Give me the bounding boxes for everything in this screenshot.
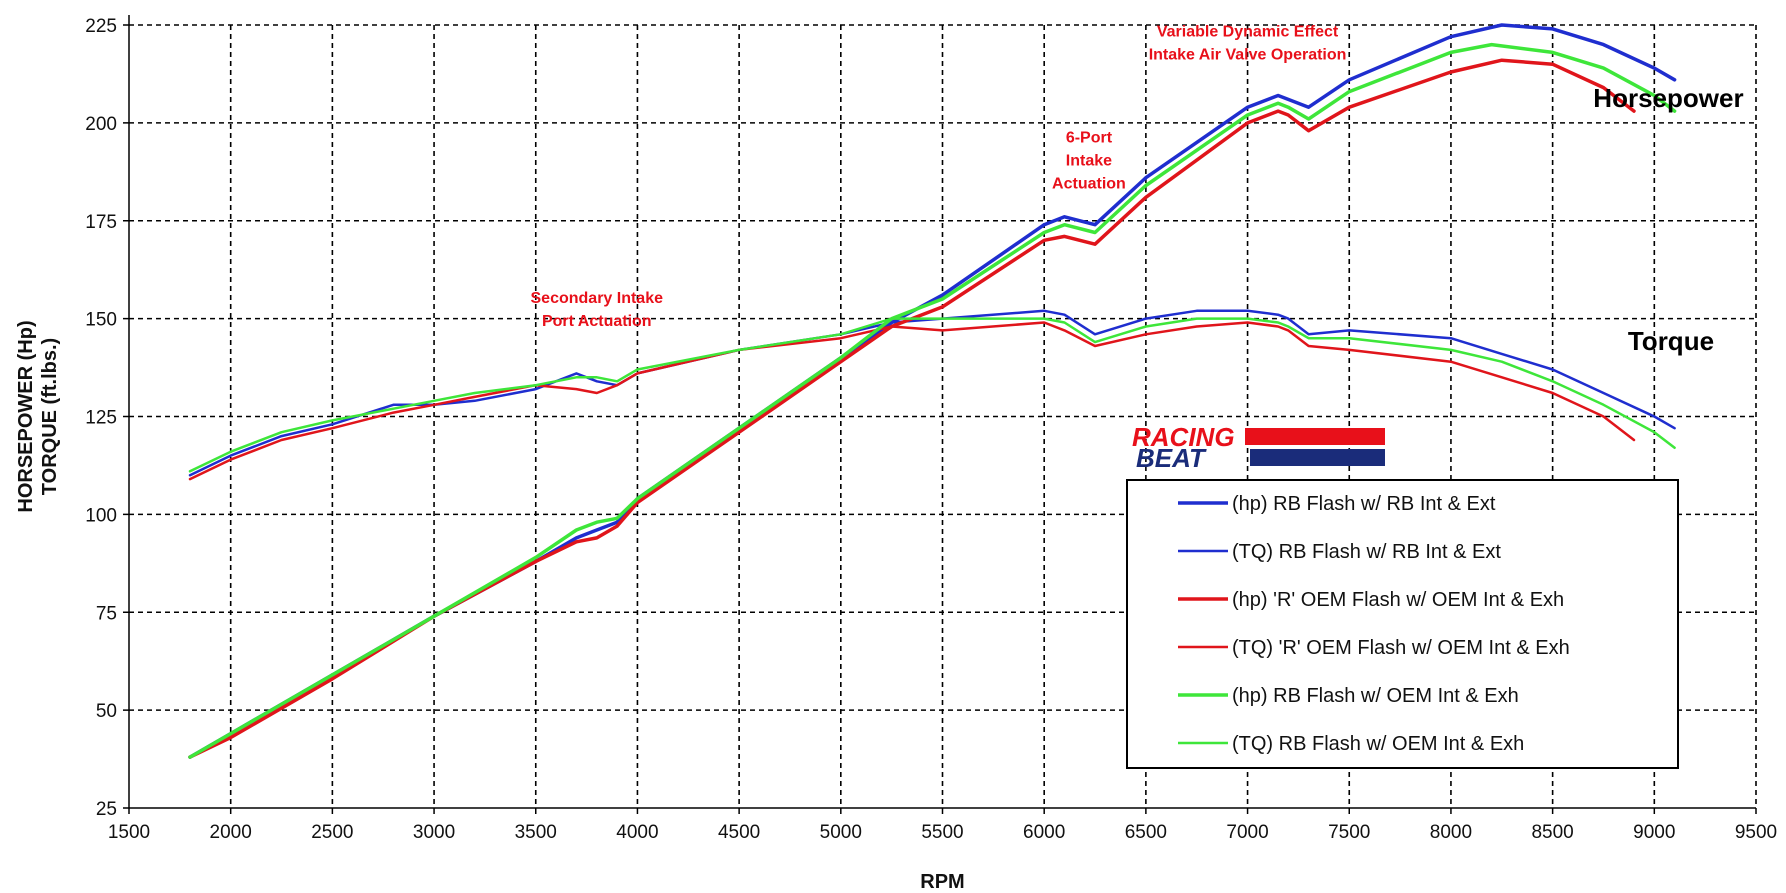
x-tick-label: 8500 <box>1531 822 1573 843</box>
series-lines <box>188 23 1677 759</box>
annotation-sixport: Intake <box>1066 152 1112 169</box>
legend-entry: (hp) RB Flash w/ OEM Int & Exh <box>1232 685 1519 707</box>
legend-entry: (hp) RB Flash w/ RB Int & Ext <box>1232 493 1496 515</box>
x-tick-label: 4000 <box>616 822 658 843</box>
logo-blue-bar <box>1250 449 1385 466</box>
x-tick-label: 3500 <box>515 822 557 843</box>
x-tick-label: 2000 <box>210 822 252 843</box>
series-line-6 <box>188 317 1676 473</box>
x-tick-label: 9500 <box>1735 822 1777 843</box>
legend-entry: (hp) 'R' OEM Flash w/ OEM Int & Exh <box>1232 589 1564 611</box>
annotation-sixport: Actuation <box>1052 175 1126 192</box>
annotation-secondary: Secondary Intake <box>531 290 664 307</box>
x-tick-label: 7500 <box>1328 822 1370 843</box>
y-axis-title-line1: HORSEPOWER (Hp) <box>15 320 37 512</box>
annotations: Secondary Intake Port Actuation 6-Port Inta… <box>531 24 1744 356</box>
series-line-5 <box>188 42 1677 759</box>
x-tick-label: 3000 <box>413 822 455 843</box>
y-tick-label: 150 <box>85 310 117 331</box>
series-line-2 <box>188 309 1676 477</box>
y-axis-title-line2: TORQUE (ft.lbs.) <box>39 338 61 495</box>
annotation-vdei: Intake Air Valve Operation <box>1149 47 1347 64</box>
x-tick-label: 2500 <box>311 822 353 843</box>
curve-label: Torque <box>1628 326 1714 356</box>
logo-red-bar <box>1245 428 1385 445</box>
y-tick-label: 25 <box>96 799 117 820</box>
x-tick-label: 6000 <box>1023 822 1065 843</box>
x-tick-label: 1500 <box>108 822 150 843</box>
logo-word-beat: BEAT <box>1136 443 1207 473</box>
y-tick-label: 75 <box>96 603 117 624</box>
x-tick-label: 6500 <box>1125 822 1167 843</box>
series-line-4 <box>188 321 1636 481</box>
legend-entry: (TQ) 'R' OEM Flash w/ OEM Int & Exh <box>1232 637 1570 659</box>
y-tick-label: 50 <box>96 701 117 722</box>
series-line-1 <box>188 23 1677 759</box>
legend: (hp) RB Flash w/ RB Int & Ext (TQ) RB Fla… <box>1126 479 1679 769</box>
legend-entry: (TQ) RB Flash w/ RB Int & Ext <box>1232 541 1501 563</box>
curve-label: Horsepower <box>1593 83 1743 113</box>
y-tick-label: 100 <box>85 505 117 526</box>
x-tick-label: 8000 <box>1430 822 1472 843</box>
logo-word-racing: RACING <box>1132 422 1235 452</box>
y-tick-label: 225 <box>85 16 117 37</box>
y-tick-label: 125 <box>85 408 117 429</box>
racing-beat-logo: RACING BEAT <box>1132 422 1385 473</box>
x-tick-label: 4500 <box>718 822 760 843</box>
x-tick-label: 7000 <box>1226 822 1268 843</box>
x-tick-label: 5500 <box>921 822 963 843</box>
x-tick-label: 9000 <box>1633 822 1675 843</box>
x-tick-label: 5000 <box>820 822 862 843</box>
legend-box <box>1126 479 1679 769</box>
legend-entry: (TQ) RB Flash w/ OEM Int & Exh <box>1232 733 1524 755</box>
axes: 1500 2000 2500 3000 3500 4000 4500 5000 5500 6000… <box>85 15 1777 843</box>
annotation-vdei: Variable Dynamic Effect <box>1157 24 1339 41</box>
series-line-3 <box>188 58 1636 759</box>
annotation-sixport: 6-Port <box>1066 129 1113 146</box>
x-axis-title: RPM <box>920 871 964 893</box>
y-tick-label: 200 <box>85 114 117 135</box>
y-tick-label: 175 <box>85 212 117 233</box>
annotation-secondary: Port Actuation <box>542 313 652 330</box>
